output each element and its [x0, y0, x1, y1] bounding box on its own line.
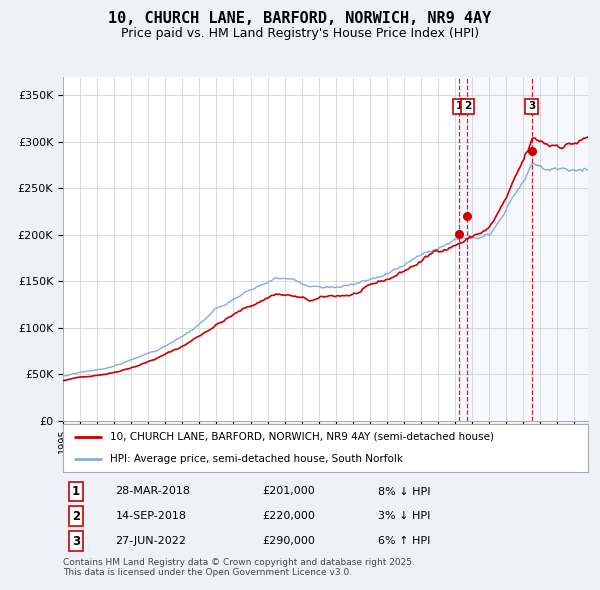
Text: 3: 3 — [528, 101, 535, 112]
Text: HPI: Average price, semi-detached house, South Norfolk: HPI: Average price, semi-detached house,… — [110, 454, 403, 464]
Text: 10, CHURCH LANE, BARFORD, NORWICH, NR9 4AY: 10, CHURCH LANE, BARFORD, NORWICH, NR9 4… — [109, 11, 491, 25]
Text: 14-SEP-2018: 14-SEP-2018 — [115, 512, 187, 521]
Text: 3% ↓ HPI: 3% ↓ HPI — [378, 512, 430, 521]
Text: £220,000: £220,000 — [263, 512, 316, 521]
Text: 3: 3 — [72, 535, 80, 548]
Text: Contains HM Land Registry data © Crown copyright and database right 2025.
This d: Contains HM Land Registry data © Crown c… — [63, 558, 415, 577]
Text: 27-JUN-2022: 27-JUN-2022 — [115, 536, 187, 546]
Text: 1: 1 — [455, 101, 463, 112]
Text: 6% ↑ HPI: 6% ↑ HPI — [378, 536, 430, 546]
Text: 2: 2 — [72, 510, 80, 523]
Bar — [459, 77, 588, 421]
Text: 28-MAR-2018: 28-MAR-2018 — [115, 487, 191, 496]
Text: £201,000: £201,000 — [263, 487, 315, 496]
Text: 8% ↓ HPI: 8% ↓ HPI — [378, 487, 431, 496]
Text: 1: 1 — [72, 485, 80, 498]
Text: Price paid vs. HM Land Registry's House Price Index (HPI): Price paid vs. HM Land Registry's House … — [121, 27, 479, 40]
Text: 2: 2 — [464, 101, 471, 112]
Text: 10, CHURCH LANE, BARFORD, NORWICH, NR9 4AY (semi-detached house): 10, CHURCH LANE, BARFORD, NORWICH, NR9 4… — [110, 432, 494, 442]
Text: £290,000: £290,000 — [263, 536, 316, 546]
